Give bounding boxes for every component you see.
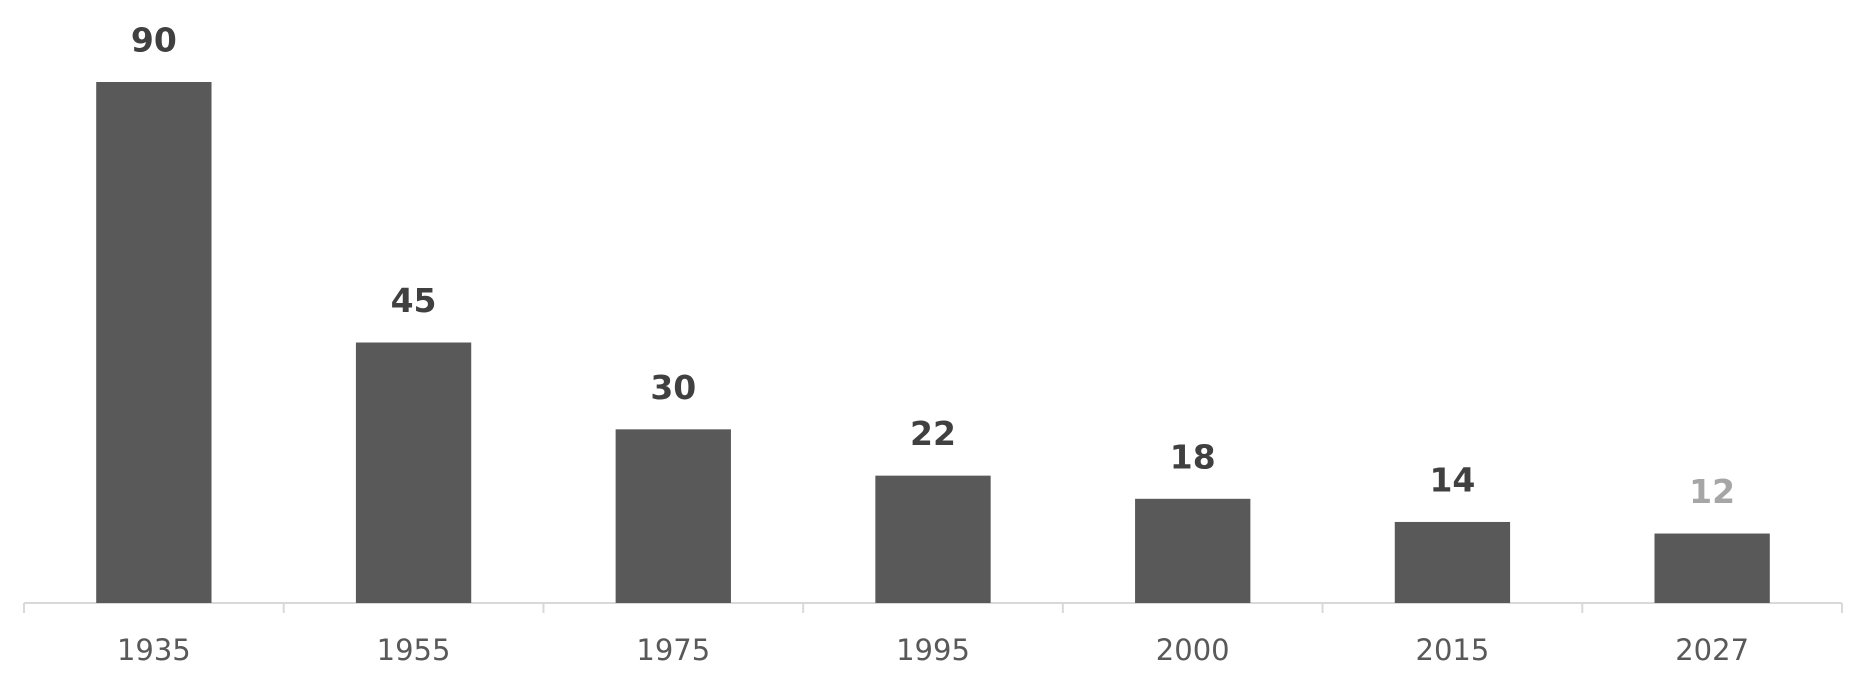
x-tick-label: 1935 [117, 633, 191, 667]
bar [875, 475, 991, 603]
bar [1394, 521, 1511, 603]
value-label: 18 [1170, 437, 1216, 476]
bar [1135, 498, 1251, 603]
x-tick-label: 1995 [896, 633, 970, 667]
x-tick-label: 1955 [377, 633, 451, 667]
value-label: 14 [1429, 460, 1475, 499]
value-label: 22 [910, 414, 956, 453]
bar [1654, 533, 1770, 603]
bar [615, 429, 731, 603]
bar [96, 82, 212, 603]
x-tick-label: 2015 [1416, 633, 1490, 667]
bar [355, 342, 472, 603]
value-label: 45 [391, 281, 437, 320]
x-tick-label: 2000 [1156, 633, 1230, 667]
value-label: 30 [650, 368, 696, 407]
value-label: 90 [131, 21, 177, 60]
x-tick-label: 1975 [636, 633, 710, 667]
x-tick-label: 2027 [1675, 633, 1749, 667]
value-label: 12 [1689, 472, 1735, 511]
